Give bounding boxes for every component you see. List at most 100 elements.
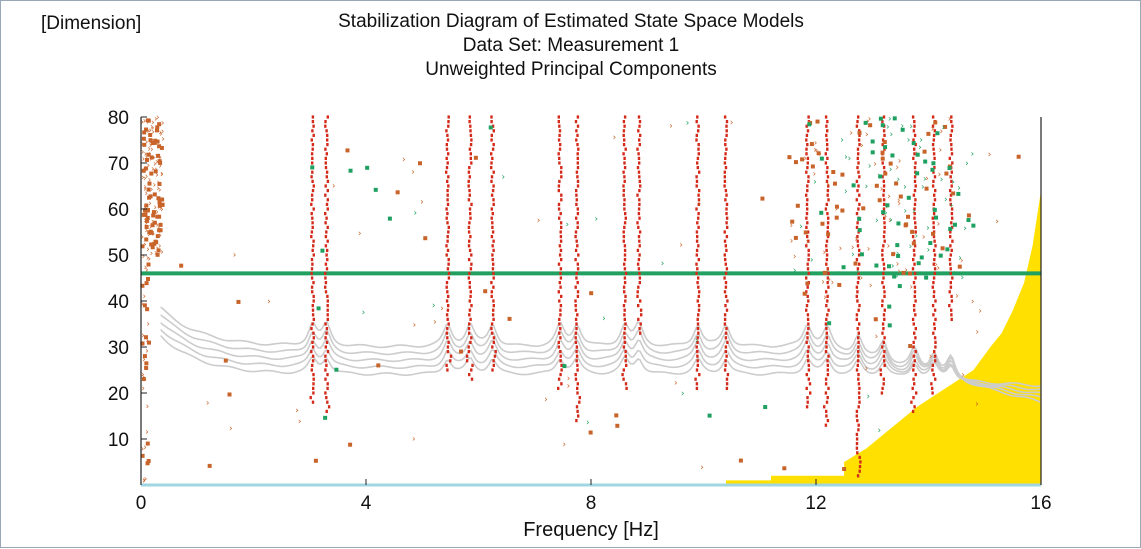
stable-pole [574,331,577,335]
stable-pole [638,175,641,179]
stable-pole [638,230,642,234]
unstable-pole [840,208,845,213]
stable-pole [806,267,810,271]
stable-pole [881,138,885,142]
stable-pole [882,271,885,275]
stable-pole [826,120,829,124]
x-tick-label: 0 [136,493,147,514]
stable-pole [858,202,861,206]
stable-pole [637,170,641,174]
stable-pole [326,308,329,312]
stable-pole [950,179,953,183]
unstable-pole [910,229,915,234]
stable-pole [933,271,936,275]
stable-pole [882,179,885,183]
stable-pole [857,308,860,312]
stable-pole [932,202,935,206]
unstable-pole: › [826,180,830,190]
stable-pole [574,120,578,124]
stable-pole [559,235,563,239]
stable-pole [312,281,315,285]
unstable-pole: › [147,254,151,264]
stable-pole [311,156,314,160]
stable-pole [557,152,560,156]
stable-pole [622,193,625,197]
unstable-pole: › [145,172,149,182]
stable-pole [624,216,627,220]
stable-pole [311,225,314,229]
stable-pole [858,322,861,326]
stable-pole [931,143,935,147]
y-tick-label: 20 [108,384,129,405]
stable-pole [805,304,809,308]
stable-pole [638,276,642,280]
stable-pole [950,294,953,298]
unstable-pole [160,202,165,207]
unstable-damping-pole [919,255,924,260]
stable-pole [638,281,641,285]
stable-pole [312,133,315,137]
stable-pole [698,373,701,377]
unstable-pole [837,282,842,287]
stable-pole [326,317,329,321]
unstable-pole: › [143,292,147,302]
unstable-damping-pole: › [884,208,888,218]
unstable-pole [880,150,885,155]
stable-pole [725,207,728,211]
unstable-pole: › [931,125,935,135]
stable-pole [932,138,935,142]
unstable-pole: › [860,273,864,283]
stable-pole [931,216,934,220]
unstable-damping-pole [916,261,921,266]
unstable-pole [738,458,743,463]
stable-pole [807,359,810,363]
unstable-pole [883,171,888,176]
stable-pole [469,129,472,133]
stable-pole [312,253,315,257]
unstable-pole [943,124,948,129]
stable-pole [575,405,579,409]
unstable-damping-pole: › [586,418,590,428]
unstable-damping-pole: › [926,224,930,234]
stable-pole [723,115,727,119]
stable-pole [559,248,563,252]
spectrum-curve [160,334,1041,388]
stable-pole [310,193,314,197]
stable-pole [807,253,810,257]
stable-pole [933,327,936,331]
stable-pole [324,276,327,280]
stable-pole [446,202,450,206]
stable-pole [311,308,315,312]
stable-pole [309,396,312,400]
stable-pole [697,276,700,280]
unstable-pole: › [144,213,148,223]
stable-pole [325,202,329,206]
stable-pole [574,340,578,344]
stable-pole [490,115,493,119]
unstable-pole: › [897,267,901,277]
unstable-pole [157,203,162,208]
unstable-pole: › [158,231,162,241]
unstable-damping-pole [878,174,883,179]
stable-pole [806,156,810,160]
stable-pole [696,115,699,119]
x-axis-label: Frequency [Hz] [523,519,659,541]
stable-pole [491,212,494,216]
stable-pole [310,152,314,156]
stable-pole [856,235,859,239]
stable-pole [933,175,937,179]
stable-pole [558,281,561,285]
unstable-pole: › [823,293,827,303]
stable-pole [559,143,562,147]
stable-pole [637,152,640,156]
stable-pole [575,350,578,354]
unstable-damping-pole [892,116,897,121]
stable-pole [827,285,830,289]
unstable-damping-pole: › [413,208,417,218]
unstable-pole [957,264,962,269]
stable-pole [806,166,809,170]
stable-pole [824,207,828,211]
stable-pole [623,262,626,266]
unstable-pole: › [206,398,210,408]
stable-pole [446,345,450,349]
